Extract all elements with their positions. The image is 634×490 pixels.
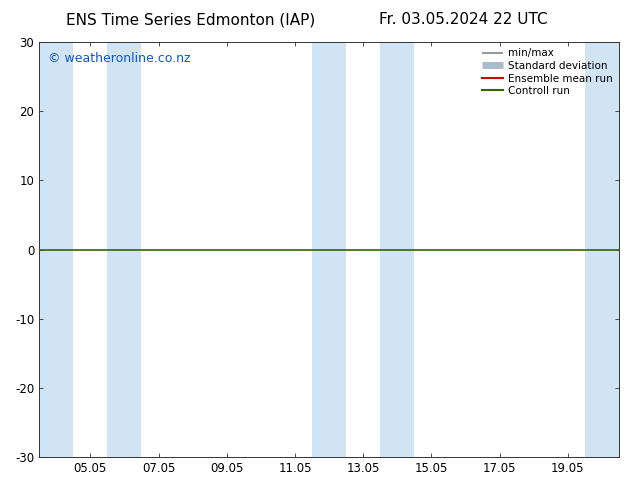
Bar	[39, 42, 73, 457]
Bar	[107, 42, 141, 457]
Bar	[312, 42, 346, 457]
Text: Fr. 03.05.2024 22 UTC: Fr. 03.05.2024 22 UTC	[378, 12, 547, 27]
Text: © weatheronline.co.nz: © weatheronline.co.nz	[48, 52, 190, 66]
Bar	[380, 42, 415, 457]
Legend: min/max, Standard deviation, Ensemble mean run, Controll run: min/max, Standard deviation, Ensemble me…	[479, 45, 616, 99]
Text: ENS Time Series Edmonton (IAP): ENS Time Series Edmonton (IAP)	[65, 12, 315, 27]
Bar	[585, 42, 619, 457]
